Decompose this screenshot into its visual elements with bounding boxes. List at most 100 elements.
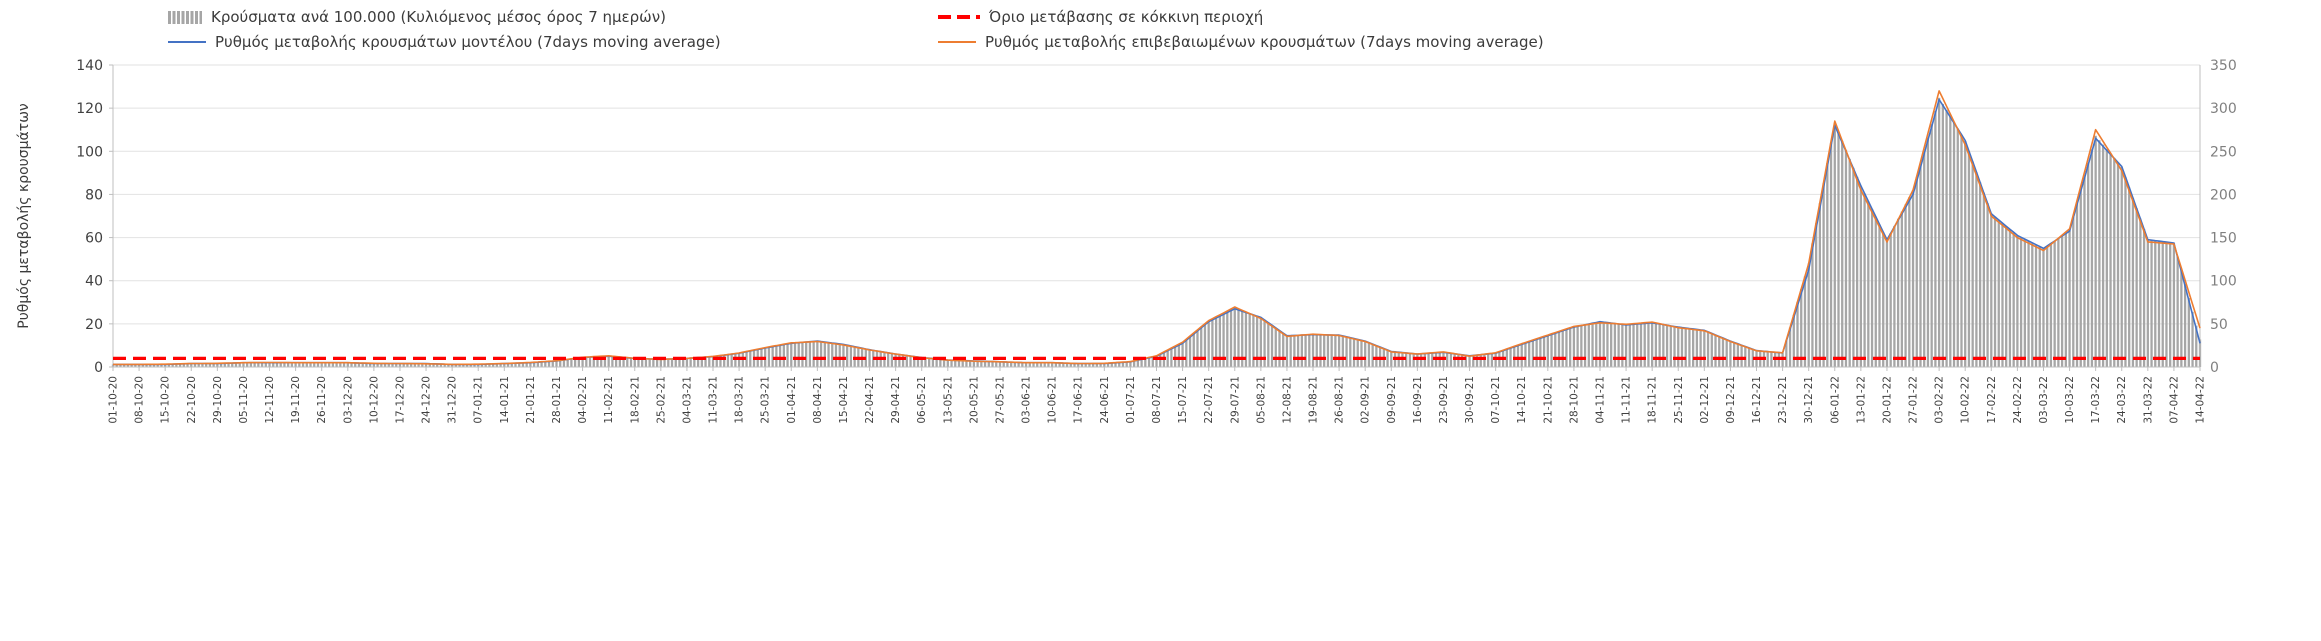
x-tick-label: 21-01-21 [525,376,537,424]
bar [1159,354,1162,367]
x-tick-label: 25-11-21 [1673,376,1685,424]
bar [1595,322,1598,367]
x-tick-label: 05-11-20 [238,376,250,424]
bar [980,361,983,367]
bar [1207,322,1210,367]
bar [1990,213,1993,367]
bar [685,358,689,367]
bar [469,364,472,367]
bar [465,364,469,367]
bar [1423,353,1426,367]
bar [1822,183,1825,367]
bar [998,361,1002,367]
bar [2068,230,2071,367]
x-tick-label: 25-03-21 [760,376,772,424]
bar [819,341,823,367]
bar [309,362,312,367]
x-tick-label: 12-08-21 [1281,376,1293,424]
bar [1267,322,1270,367]
bar [454,364,458,367]
bar [1505,349,1508,367]
bar [1967,151,1971,367]
bar [350,362,353,367]
bar [2116,162,2120,367]
bar [1155,356,1158,367]
legend-item-threshold: Όριο μετάβασης σε κόκκινη περιοχή [938,8,1263,26]
bar [995,361,998,367]
bar [1960,134,1963,367]
bar [991,361,994,367]
bar [1229,310,1233,367]
bar [711,356,715,367]
bar [268,362,271,367]
bar [223,363,226,367]
legend-item-cases-bars: Κρούσματα ανά 100.000 (Κυλιόμενος μέσος … [168,8,666,26]
bar [2154,240,2157,367]
bar [1390,351,1393,367]
bar [1468,355,1471,367]
bar [514,363,517,367]
y-right-tick-label: 0 [2210,360,2219,376]
bar [1304,334,1307,367]
bar [123,364,126,367]
bar [682,358,685,367]
bar [2131,197,2135,367]
bar [1233,308,1236,367]
bar [1412,353,1415,367]
bar [1554,333,1557,367]
bar [2124,177,2127,367]
bar [1144,358,1147,367]
x-tick-label: 30-12-21 [1803,376,1815,424]
bar [119,364,122,367]
bar [808,341,812,367]
bar [141,364,144,367]
bar [730,354,733,367]
x-tick-label: 23-09-21 [1438,376,1450,424]
bar [1654,323,1658,367]
bar [987,361,990,367]
bar [1639,323,1643,367]
bar [1598,321,1602,367]
bar [1110,363,1113,367]
bar [115,364,118,367]
bar [305,362,308,367]
bar [566,359,569,367]
bar [1453,353,1456,367]
bar [1882,232,1885,367]
bar [372,363,376,367]
bar [175,364,178,367]
bar [1833,122,1836,367]
x-tick-label: 10-12-20 [368,376,380,424]
bar [495,363,499,367]
bar [1278,330,1281,367]
bar [1319,334,1322,367]
bar [1647,323,1650,367]
bar [328,362,331,367]
bar [462,364,465,367]
bar [2023,239,2026,367]
x-tick-label: 30-09-21 [1464,376,1476,424]
bar [909,356,912,367]
bar [801,342,804,367]
bar [1744,346,1747,367]
x-tick-label: 04-03-21 [681,376,693,424]
y-right-tick-label: 150 [2210,231,2237,247]
bar [1427,353,1430,367]
bar [1628,324,1631,367]
bar [1766,351,1769,367]
bar [1658,324,1661,367]
bar [1360,340,1363,367]
bar [532,362,536,367]
x-tick-label: 01-07-21 [1125,376,1137,424]
bar [924,357,927,367]
bar [1021,362,1024,367]
bar [529,362,532,367]
bar [2139,218,2142,367]
bar [1151,357,1154,367]
bar [409,363,413,367]
bar [588,357,592,367]
x-tick-label: 17-02-22 [1986,376,1998,424]
bar [1684,328,1687,367]
bar [1241,310,1244,367]
legend-label-threshold: Όριο μετάβασης σε κόκκινη περιοχή [989,8,1264,26]
